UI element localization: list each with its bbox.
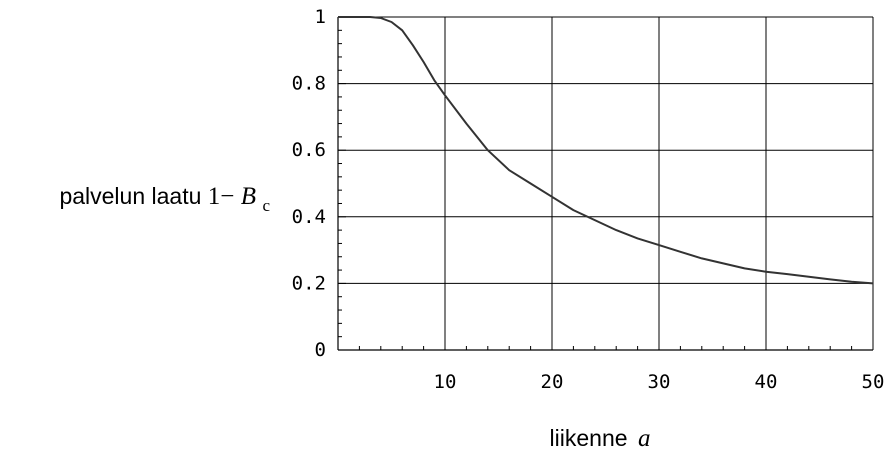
y-tick-label: 0 <box>315 339 326 361</box>
axes <box>337 16 874 351</box>
x-axis-label-text: liikenne <box>550 425 628 451</box>
grid <box>338 16 874 350</box>
y-tick-label: 0.4 <box>292 206 326 228</box>
x-axis-label-var: a <box>638 425 651 452</box>
series-line <box>338 16 874 285</box>
y-axis-label-expr: 1− <box>208 183 235 210</box>
x-tick-label: 10 <box>434 371 457 393</box>
y-tick-label: 0.6 <box>292 139 326 161</box>
y-axis-label: palvelun laatu 1− B c <box>59 183 270 215</box>
x-tick-labels: 10 20 30 40 50 <box>434 371 885 393</box>
series-group <box>338 16 874 285</box>
y-tick-label: 0.8 <box>292 73 326 95</box>
y-axis-label-var: B <box>241 183 256 210</box>
x-axis-label: liikenne a <box>550 425 651 452</box>
y-axis-label-text: palvelun laatu <box>59 183 201 209</box>
x-tick-label: 30 <box>648 371 671 393</box>
x-tick-label: 20 <box>541 371 564 393</box>
y-tick-labels: 0 0.2 0.4 0.6 0.8 1 <box>292 6 326 361</box>
y-axis-label-subscript: c <box>262 196 270 215</box>
x-tick-label: 40 <box>755 371 778 393</box>
x-tick-label: 50 <box>862 371 885 393</box>
y-tick-label: 1 <box>315 6 326 28</box>
y-tick-label: 0.2 <box>292 272 326 294</box>
